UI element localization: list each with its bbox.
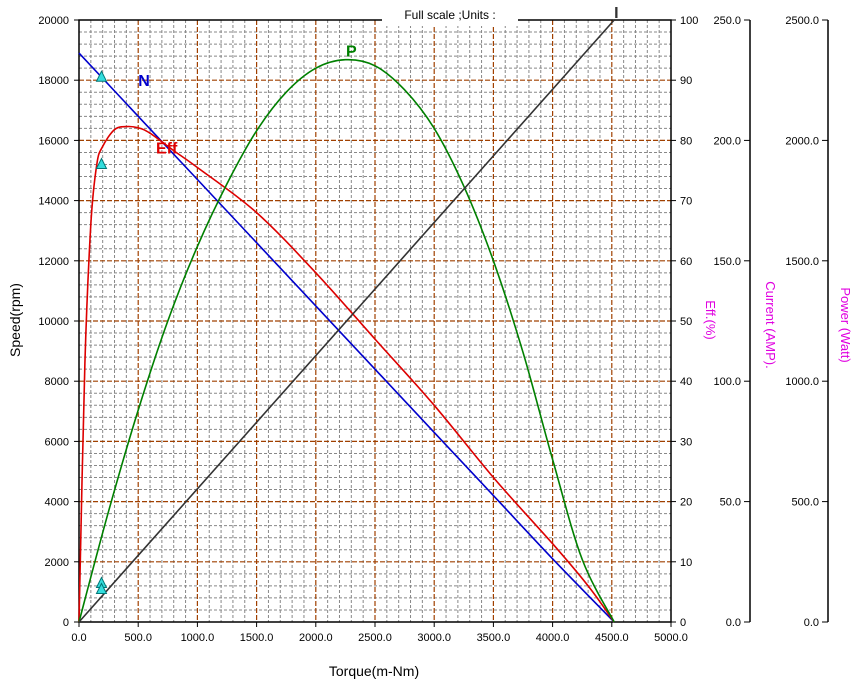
x-tick-label: 3500.0 xyxy=(477,632,511,644)
title-box xyxy=(382,4,518,26)
y-tick-label: 16000 xyxy=(38,135,69,147)
current-tick-label: 250.0 xyxy=(713,15,741,27)
current-tick-label: 150.0 xyxy=(713,256,741,268)
x-axis-title: Torque(m-Nm) xyxy=(329,663,419,679)
power-axis-title: Power (Watt) xyxy=(838,287,853,362)
y-tick-label: 14000 xyxy=(38,196,69,208)
eff-tick-label: 50 xyxy=(680,316,692,328)
eff-tick-label: 40 xyxy=(680,376,692,388)
x-tick-label: 2000.0 xyxy=(299,632,333,644)
current-tick-label: 0.0 xyxy=(726,617,741,629)
x-tick-label: 4000.0 xyxy=(536,632,570,644)
series-n-line xyxy=(78,52,615,623)
eff-tick-label: 10 xyxy=(680,557,692,569)
y-tick-label: 6000 xyxy=(45,436,69,448)
chart-title: Full scale ;Units : xyxy=(404,8,495,22)
series-layer xyxy=(78,19,615,623)
x-tick-label: 3000.0 xyxy=(417,632,451,644)
x-tick-label: 1500.0 xyxy=(240,632,274,644)
current-axis-title: Current (AMP). xyxy=(763,281,778,368)
eff-tick-label: 70 xyxy=(680,196,692,208)
y-tick-label: 2000 xyxy=(45,557,69,569)
series-eff-line xyxy=(78,125,615,623)
eff-axis-title: Eff.(%) xyxy=(703,300,718,340)
axes: 0.0 500.0 1000.0 1500.0 2000.0 2500.0 3000.0 35… xyxy=(38,15,829,644)
labels-layer: N Eff P I xyxy=(138,5,618,157)
eff-tick-label: 100 xyxy=(680,15,698,27)
power-tick-label: 0.0 xyxy=(804,617,819,629)
y-tick-label: 0 xyxy=(63,617,69,629)
y-tick-label: 4000 xyxy=(45,497,69,509)
x-tick-label: 4500.0 xyxy=(595,632,629,644)
series-eff-label: Eff xyxy=(156,140,178,157)
eff-tick-label: 30 xyxy=(680,436,692,448)
x-tick-label: 0.0 xyxy=(71,632,86,644)
y-axis-title: Speed(rpm) xyxy=(7,283,23,357)
series-i-label: I xyxy=(614,5,618,22)
markers-layer xyxy=(95,70,108,594)
power-tick-label: 2000.0 xyxy=(785,135,819,147)
y-tick-label: 18000 xyxy=(38,75,69,87)
power-tick-label: 500.0 xyxy=(791,497,819,509)
series-p-line xyxy=(78,58,615,623)
y-tick-label: 20000 xyxy=(38,15,69,27)
grid-major xyxy=(79,20,671,622)
eff-tick-label: 90 xyxy=(680,75,692,87)
current-tick-label: 200.0 xyxy=(713,135,741,147)
power-tick-label: 2500.0 xyxy=(785,15,819,27)
x-tick-label: 1000.0 xyxy=(181,632,215,644)
power-tick-label: 1500.0 xyxy=(785,256,819,268)
current-tick-label: 50.0 xyxy=(720,497,741,509)
y-tick-label: 12000 xyxy=(38,256,69,268)
marker-triangle xyxy=(95,157,108,169)
series-n-label: N xyxy=(138,73,150,90)
x-tick-label: 500.0 xyxy=(124,632,152,644)
x-tick-label: 2500.0 xyxy=(358,632,392,644)
eff-tick-label: 80 xyxy=(680,135,692,147)
eff-tick-label: 0 xyxy=(680,617,686,629)
x-tick-label: 5000.0 xyxy=(654,632,688,644)
series-p-label: P xyxy=(346,44,357,61)
series-i-line xyxy=(78,19,615,623)
marker-triangle xyxy=(95,70,108,82)
y-tick-label: 8000 xyxy=(45,376,69,388)
marker-triangle xyxy=(95,582,108,594)
power-tick-label: 1000.0 xyxy=(785,376,819,388)
current-tick-label: 100.0 xyxy=(713,376,741,388)
eff-tick-label: 60 xyxy=(680,256,692,268)
eff-tick-label: 20 xyxy=(680,497,692,509)
y-tick-label: 10000 xyxy=(38,316,69,328)
